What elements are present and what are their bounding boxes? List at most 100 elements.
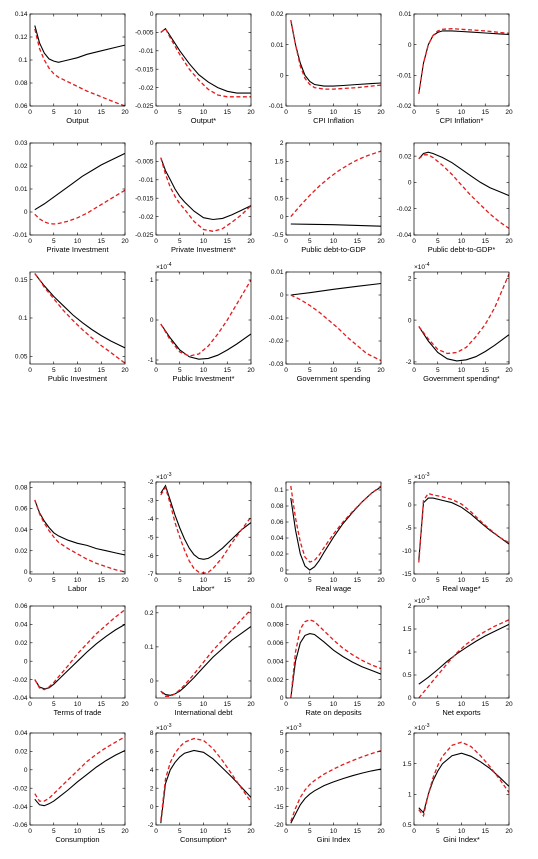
x-tick-label: 0: [412, 577, 416, 584]
y-tick-label: 0.002: [267, 677, 284, 684]
y-tick-label: -0.025: [135, 232, 154, 239]
series-line-solid: [160, 625, 251, 696]
y-tick-label: -15: [274, 804, 284, 811]
series-line-solid: [290, 223, 381, 227]
y-tick-label: 0.02: [15, 548, 28, 555]
x-tick-label: 0: [284, 109, 288, 116]
y-tick-label: 5: [280, 730, 284, 737]
x-tick-label: 10: [330, 109, 338, 116]
axis-exponent-label: ×10-3: [414, 723, 430, 732]
x-tick-label: 5: [52, 109, 56, 116]
series-line-solid: [418, 752, 509, 814]
y-tick-label: 1: [280, 177, 284, 184]
x-axis-label: Public debt-to-GDP: [301, 245, 366, 254]
y-tick-label: 0.1: [274, 487, 283, 494]
series-line-dashed: [160, 737, 251, 821]
series-line-dashed: [160, 608, 251, 697]
y-tick-label: 0.04: [15, 527, 28, 534]
y-tick-label: 0: [24, 209, 28, 216]
plot-frame: [285, 732, 382, 826]
x-tick-label: 5: [52, 238, 56, 245]
y-tick-label: 0: [150, 678, 154, 685]
axis-exponent-label: ×10-3: [156, 472, 172, 481]
y-tick-label: 0.04: [271, 535, 284, 542]
y-tick-label: 0: [24, 767, 28, 774]
x-tick-label: 20: [247, 701, 255, 708]
x-tick-label: 10: [458, 577, 466, 584]
chart-panel: 0 5 10 15 20 0.05 0.1 0.15 Public Investment: [15, 271, 129, 383]
x-tick-label: 15: [224, 701, 232, 708]
y-tick-label: 0.01: [271, 603, 284, 610]
y-tick-label: 0.1: [144, 644, 153, 651]
y-tick-label: -0.02: [13, 677, 28, 684]
x-tick-label: 10: [200, 701, 208, 708]
series-line-solid: [160, 323, 251, 360]
x-tick-label: 5: [436, 367, 440, 374]
x-tick-label: 10: [74, 577, 82, 584]
x-tick-label: 15: [98, 238, 106, 245]
series-line-solid: [160, 157, 251, 221]
x-tick-label: 20: [121, 701, 129, 708]
y-tick-label: -10: [274, 785, 284, 792]
y-tick-label: -15: [402, 571, 412, 578]
y-tick-label: -0.02: [397, 103, 412, 110]
y-tick-label: -0.015: [135, 195, 154, 202]
x-tick-label: 10: [200, 367, 208, 374]
x-tick-label: 10: [74, 701, 82, 708]
x-tick-label: 20: [377, 367, 385, 374]
x-tick-label: 5: [52, 828, 56, 835]
series-line-dashed: [418, 492, 509, 563]
chart-panel: 0 5 10 15 20 -0.06 -0.04 -0.02 0 0.02 0.04 Consumpt…: [13, 730, 129, 844]
y-tick-label: 0.06: [15, 103, 28, 110]
y-tick-label: -3: [148, 498, 154, 505]
x-tick-label: 15: [224, 109, 232, 116]
y-tick-label: -4: [148, 516, 154, 523]
y-tick-label: 0: [280, 292, 284, 299]
y-tick-label: 0.01: [15, 186, 28, 193]
series-line-dashed: [34, 736, 125, 802]
chart-panel: 0 5 10 15 20 0.5 1 1.5 2×10-3 Gini Index*: [402, 723, 513, 844]
x-tick-label: 20: [121, 238, 129, 245]
plot-frame: [285, 142, 382, 236]
x-tick-label: 15: [354, 367, 362, 374]
x-tick-label: 10: [330, 367, 338, 374]
series-line-solid: [418, 326, 509, 362]
x-tick-label: 5: [436, 109, 440, 116]
series-line-dashed: [160, 279, 251, 357]
x-axis-label: Private Investment*: [171, 245, 236, 254]
y-tick-label: -2: [148, 479, 154, 486]
series-line-solid: [34, 25, 125, 63]
x-tick-label: 0: [154, 238, 158, 245]
x-tick-label: 15: [98, 701, 106, 708]
x-tick-label: 20: [377, 828, 385, 835]
series-line-solid: [418, 151, 509, 197]
series-line-dashed: [34, 28, 125, 106]
x-tick-label: 15: [98, 828, 106, 835]
x-tick-label: 10: [330, 701, 338, 708]
y-tick-label: -0.04: [13, 695, 28, 702]
series-line-dashed: [418, 741, 509, 818]
y-tick-label: 1.5: [402, 761, 411, 768]
x-tick-label: 20: [247, 367, 255, 374]
chart-panel: 0 5 10 15 20 -7 -6 -5 -4 -3 -2×10-3 Labor*: [148, 472, 255, 593]
y-tick-label: 0.004: [267, 658, 284, 665]
x-tick-label: 20: [121, 828, 129, 835]
y-tick-label: 0: [280, 214, 284, 221]
plot-frame: [285, 13, 382, 107]
plot-frame: [413, 481, 510, 575]
y-tick-label: 0.06: [15, 603, 28, 610]
x-tick-label: 0: [412, 828, 416, 835]
series-line-dashed: [290, 750, 381, 822]
x-tick-label: 15: [224, 828, 232, 835]
x-tick-label: 10: [458, 238, 466, 245]
y-tick-label: 0.12: [15, 34, 28, 41]
x-axis-label: Labor*: [192, 584, 214, 593]
plot-frame: [413, 142, 510, 236]
y-tick-label: -0.02: [139, 214, 154, 221]
y-tick-label: -6: [148, 553, 154, 560]
x-tick-label: 10: [74, 109, 82, 116]
x-tick-label: 15: [98, 577, 106, 584]
y-tick-label: 0: [280, 567, 284, 574]
x-axis-label: Real wage: [316, 584, 351, 593]
